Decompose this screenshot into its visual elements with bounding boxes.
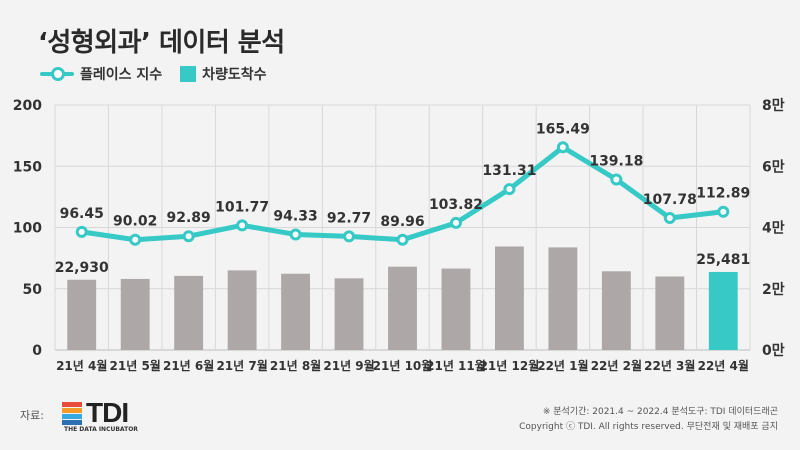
bar — [494, 246, 524, 350]
line-point — [610, 173, 623, 186]
line-point — [717, 205, 730, 218]
bar — [227, 270, 257, 350]
line-data-label: 107.78 — [643, 192, 697, 208]
y-left-tick-label: 150 — [13, 159, 42, 175]
line-point — [343, 230, 356, 243]
y-right-tick-label: 8만 — [762, 98, 785, 114]
line-data-label: 92.77 — [327, 210, 371, 226]
bar — [67, 279, 97, 350]
bar-data-label: 22,930 — [55, 260, 109, 276]
line-data-label: 112.89 — [696, 186, 750, 202]
bar — [548, 247, 578, 350]
line-data-label: 103.82 — [429, 197, 483, 213]
bar — [334, 278, 364, 350]
line-point — [396, 233, 409, 246]
footer-notes: ※ 분석기간: 2021.4 ~ 2022.4 분석도구: TDI 데이터드래곤… — [519, 405, 778, 435]
x-tick-label: 21년 9월 — [323, 358, 374, 373]
line-data-label: 89.96 — [380, 214, 424, 230]
x-tick-label: 21년 10월 — [373, 358, 433, 373]
line-data-label: 94.33 — [273, 208, 317, 224]
source-label: 자료: — [20, 409, 44, 422]
x-tick-label: 22년 2월 — [591, 358, 642, 373]
bar — [655, 276, 685, 350]
x-tick-label: 21년 8월 — [270, 358, 321, 373]
logo-stripes-icon — [62, 402, 82, 425]
line-data-label: 101.77 — [215, 199, 269, 215]
line-data-label: 131.31 — [482, 163, 536, 179]
line-point — [182, 230, 195, 243]
analysis-period: ※ 분석기간: 2021.4 ~ 2022.4 분석도구: TDI 데이터드래곤 — [542, 407, 778, 417]
line-data-label: 96.45 — [60, 206, 104, 222]
x-tick-label: 21년 12월 — [480, 358, 540, 373]
legend-line-label: 플레이스 지수 — [80, 67, 163, 83]
x-tick-label: 22년 3월 — [644, 358, 695, 373]
x-tick-label: 22년 1월 — [537, 358, 588, 373]
logo-text: TDI — [86, 397, 129, 428]
bar-data-label: 25,481 — [696, 252, 750, 268]
line-point — [75, 225, 88, 238]
line-data-label: 139.18 — [589, 154, 643, 170]
logo-subtitle: THE DATA INCUBATOR — [64, 426, 138, 433]
y-left-tick-label: 50 — [23, 282, 43, 298]
bar — [281, 273, 311, 350]
legend-bar-label: 차량도착수 — [202, 67, 267, 83]
y-left-tick-label: 100 — [13, 221, 42, 237]
legend-bar-swatch — [180, 66, 197, 82]
x-tick-label: 22년 4월 — [698, 358, 749, 373]
line-point — [236, 219, 249, 232]
x-tick-label: 21년 5월 — [110, 358, 161, 373]
legend: 플레이스 지수 차량도착수 — [40, 64, 267, 84]
bar — [601, 271, 631, 350]
y-right-tick-label: 6만 — [762, 159, 785, 175]
chart-title: ‘성형외과’ 데이터 분석 — [38, 28, 285, 58]
bar — [708, 271, 738, 350]
tdi-logo: TDI THE DATA INCUBATOR — [62, 397, 152, 438]
line-point — [556, 141, 569, 154]
x-tick-label: 21년 6월 — [163, 358, 214, 373]
y-left-tick-label: 0 — [32, 343, 42, 359]
line-point — [503, 183, 516, 196]
bar — [388, 266, 417, 350]
line-data-label: 92.89 — [167, 210, 211, 226]
x-tick-label: 21년 7월 — [216, 358, 267, 373]
x-tick-label: 21년 11월 — [426, 358, 486, 373]
line-point — [289, 228, 302, 241]
copyright: Copyright ⓒ TDI. All rights reserved. 무단… — [519, 422, 778, 432]
y-right-tick-label: 4만 — [762, 221, 785, 237]
bar — [120, 278, 150, 350]
line-data-label: 165.49 — [536, 121, 590, 137]
y-right-tick-label: 2만 — [762, 282, 785, 298]
line-point — [663, 211, 676, 224]
line-point — [129, 233, 142, 246]
x-tick-label: 21년 4월 — [56, 358, 107, 373]
bar — [174, 275, 204, 350]
y-left-tick-label: 200 — [13, 98, 42, 114]
line-point — [449, 216, 462, 229]
y-right-tick-label: 0만 — [762, 343, 785, 359]
legend-line-swatch — [40, 67, 74, 81]
bar — [441, 268, 471, 350]
legend-item-line: 플레이스 지수 — [40, 64, 162, 84]
legend-item-bar: 차량도착수 — [180, 64, 267, 84]
line-data-label: 90.02 — [113, 214, 157, 230]
